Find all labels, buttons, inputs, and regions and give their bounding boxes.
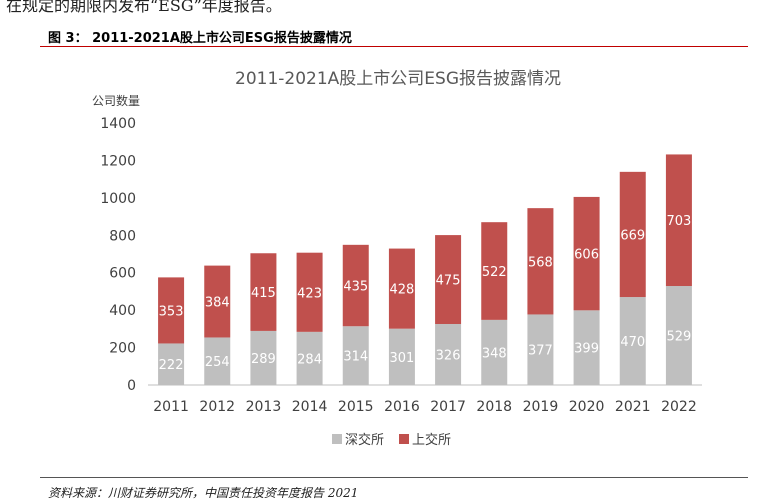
bar-sse: [342, 244, 369, 327]
bar-value-label: 415: [251, 286, 276, 301]
bar-szse: [573, 310, 600, 385]
bar-value-label: 568: [528, 255, 553, 270]
y-tick-label: 400: [109, 303, 136, 319]
bar-value-label: 399: [574, 342, 599, 357]
bar-sse: [388, 248, 415, 329]
bar-value-label: 669: [620, 228, 645, 243]
bar-szse: [619, 297, 646, 385]
bar-szse: [665, 286, 692, 385]
figure-header: 图 3： 2011-2021A股上市公司ESG报告披露情况: [40, 24, 748, 47]
bars-group: 222 353 254 384 289 415 284 423 314 435 301 428 326 4…: [158, 154, 692, 385]
bar-value-label: 348: [482, 346, 507, 361]
x-tick-label: 2011: [153, 399, 189, 415]
x-tick-label: 2020: [569, 399, 605, 415]
legend-swatch-sse: [399, 434, 409, 444]
bar-value-label: 703: [667, 214, 692, 229]
esg-stacked-bar-chart: 2011-2021A股上市公司ESG报告披露情况 公司数量 0 200 400 600…: [92, 69, 702, 448]
figure-caption: 图 3： 2011-2021A股上市公司ESG报告披露情况: [48, 31, 352, 46]
bar-value-label: 384: [205, 296, 230, 311]
bar-sse: [435, 235, 462, 324]
x-tick-label: 2021: [615, 399, 651, 415]
x-tick-label: 2012: [199, 399, 235, 415]
bar-value-label: 284: [297, 352, 322, 367]
bar-value-label: 606: [574, 248, 599, 263]
bar-value-label: 423: [297, 286, 322, 301]
bar-sse: [250, 253, 277, 331]
bar-value-label: 475: [436, 274, 461, 289]
bar-sse: [619, 171, 646, 298]
bar-value-label: 353: [159, 304, 184, 319]
y-tick-label: 1200: [100, 153, 136, 169]
legend-label: 深交所: [345, 432, 384, 448]
bar-szse: [342, 326, 369, 385]
y-tick-label: 0: [127, 378, 136, 394]
bar-value-label: 301: [390, 351, 415, 366]
top-text: 在规定的期限内发布“ESG”年度报告。: [6, 0, 282, 15]
bar-szse: [250, 330, 277, 385]
bar-value-label: 314: [343, 350, 368, 365]
legend: 深交所 上交所: [332, 432, 451, 448]
x-tick-label: 2013: [246, 399, 282, 415]
y-tick-label: 600: [109, 266, 136, 282]
legend-swatch-szse: [332, 434, 342, 444]
x-tick-label: 2016: [384, 399, 420, 415]
bar-sse: [481, 222, 508, 320]
bar-szse: [435, 323, 462, 385]
x-tick-label: 2014: [292, 399, 328, 415]
bar-value-label: 435: [343, 280, 368, 295]
y-axis-label: 公司数量: [92, 93, 140, 108]
bar-szse: [204, 337, 231, 385]
bar-value-label: 522: [482, 265, 507, 280]
bar-value-label: 289: [251, 352, 276, 367]
source-divider: [40, 477, 748, 478]
x-axis-ticks: 2011 2012 2013 2014 2015 2016 2017 2018 2019 2020…: [153, 399, 696, 415]
y-tick-label: 800: [109, 228, 136, 244]
bar-szse: [527, 314, 554, 385]
bar-szse: [158, 343, 185, 385]
x-tick-label: 2022: [661, 399, 697, 415]
source-note: 资料来源：川财证券研究所，中国责任投资年度报告 2021: [48, 486, 359, 500]
bar-sse: [665, 154, 692, 287]
chart-title: 2011-2021A股上市公司ESG报告披露情况: [235, 69, 561, 89]
bar-value-label: 529: [667, 330, 692, 345]
bar-value-label: 428: [390, 283, 415, 298]
y-tick-label: 1000: [100, 191, 136, 207]
bar-sse: [573, 196, 600, 311]
y-tick-label: 200: [109, 341, 136, 357]
x-tick-label: 2017: [430, 399, 466, 415]
bar-szse: [388, 328, 415, 385]
legend-label: 上交所: [412, 432, 451, 448]
bar-szse: [481, 319, 508, 385]
x-tick-label: 2019: [523, 399, 559, 415]
x-tick-label: 2018: [476, 399, 512, 415]
y-tick-label: 1400: [100, 116, 136, 132]
bar-value-label: 470: [620, 335, 645, 350]
bar-value-label: 377: [528, 344, 553, 359]
bar-value-label: 254: [205, 355, 230, 370]
bar-value-label: 326: [436, 348, 461, 363]
chart-area: 2011-2021A股上市公司ESG报告披露情况 公司数量 0 200 400 600…: [40, 48, 748, 468]
x-tick-label: 2015: [338, 399, 374, 415]
bar-sse: [527, 208, 554, 315]
bar-sse: [296, 252, 323, 332]
bar-sse: [158, 277, 185, 344]
bar-sse: [204, 265, 231, 338]
bar-value-label: 222: [159, 358, 184, 373]
bar-szse: [296, 331, 323, 385]
y-axis-ticks: 0 200 400 600 800 1000 1200 1400: [100, 116, 136, 394]
